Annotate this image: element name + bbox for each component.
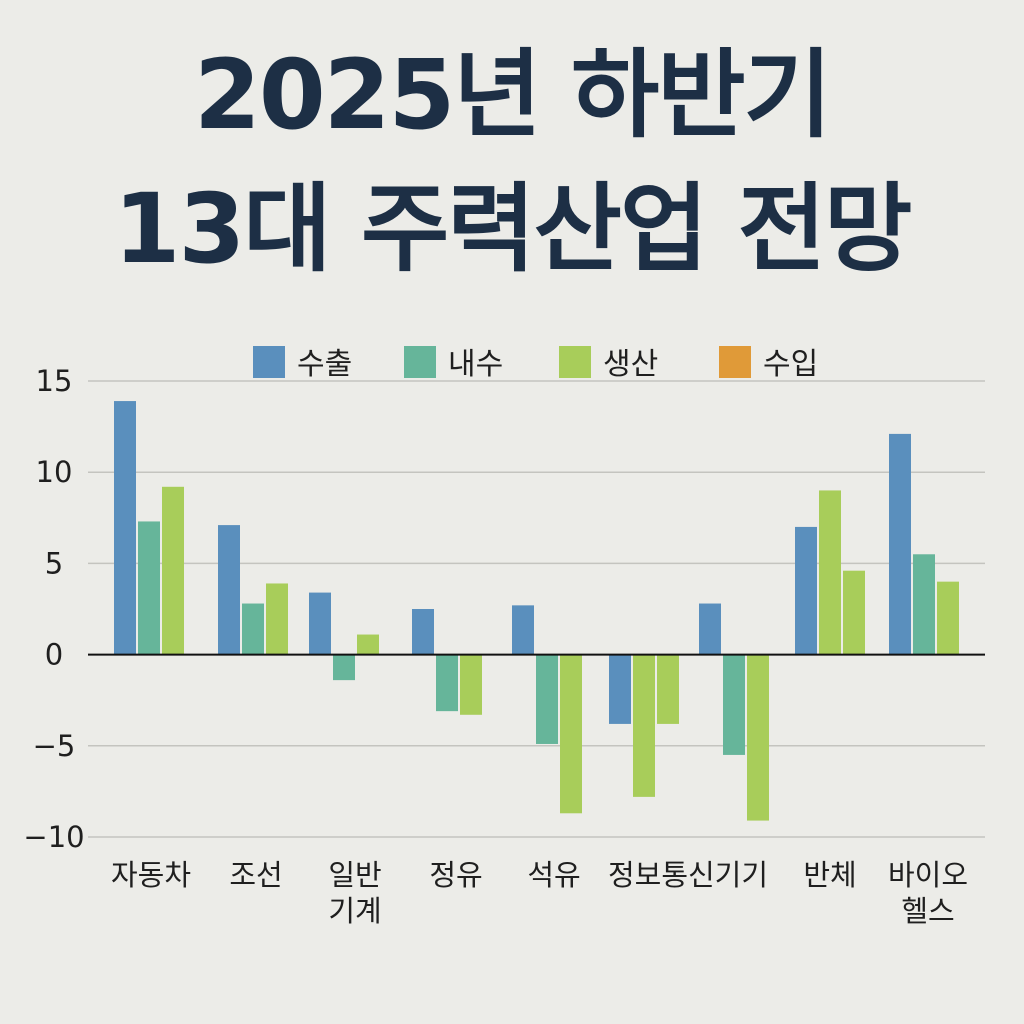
bar-수출	[512, 605, 534, 655]
bar-내수	[913, 554, 935, 655]
bar-내수	[436, 654, 458, 712]
legend-swatch	[559, 346, 591, 378]
bar-수출	[699, 603, 721, 655]
bar-생산	[266, 583, 288, 655]
chart-title-line-2: 13대 주력산업 전망	[113, 173, 913, 286]
y-tick-label: 10	[36, 455, 73, 489]
legend-swatch	[253, 346, 285, 378]
bar-생산	[747, 654, 769, 821]
legend-label: 수입	[763, 347, 818, 382]
chart-title-line-1: 2025년 하반기	[194, 39, 832, 151]
bar-생산	[843, 570, 865, 655]
category-label: 자동차	[111, 858, 191, 892]
bar-내수	[242, 603, 264, 655]
y-tick-label: 5	[45, 546, 63, 580]
category-label: 조선	[229, 858, 282, 892]
bar-수출	[889, 433, 911, 655]
bar-생산	[357, 634, 379, 655]
category-label: 일반	[328, 858, 381, 892]
bar-내수	[138, 521, 160, 655]
category-label: 정보통신기기	[608, 858, 768, 892]
bar-생산	[819, 490, 841, 655]
bar-생산	[937, 581, 959, 655]
category-label: 석유	[527, 858, 580, 892]
category-label: 헬스	[901, 894, 954, 928]
y-tick-label: 0	[45, 638, 63, 672]
category-label: 반체	[803, 858, 856, 892]
y-tick-label: −10	[23, 820, 84, 854]
legend-label: 수출	[297, 347, 352, 382]
chart-title: 2025년 하반기 13대 주력산업 전망	[0, 28, 1024, 297]
bar-수출	[114, 401, 136, 655]
bar-생산	[657, 654, 679, 724]
bar-생산	[460, 654, 482, 715]
legend: 수출 내수 생산 수입	[253, 346, 818, 382]
bar-수출	[609, 654, 631, 724]
legend-swatch	[404, 346, 436, 378]
y-tick-label: −5	[33, 729, 76, 763]
category-label: 정유	[429, 858, 482, 892]
y-tick-label: 15	[36, 364, 73, 398]
category-label: 기계	[328, 894, 381, 928]
legend-label: 생산	[603, 347, 658, 382]
bar-수출	[218, 525, 240, 655]
bar-생산	[162, 486, 184, 655]
legend-swatch	[719, 346, 751, 378]
y-axis-tick-labels: 15 10 5 0 −5 −10	[23, 364, 84, 854]
bar-내수	[536, 654, 558, 744]
bar-생산	[633, 654, 655, 797]
bar-수출	[795, 526, 817, 655]
bar-내수	[333, 654, 355, 681]
bar-생산	[560, 654, 582, 814]
legend-label: 내수	[448, 347, 503, 382]
category-label: 바이오	[888, 858, 968, 892]
bars	[114, 401, 959, 821]
bar-수출	[412, 609, 434, 655]
bar-내수	[723, 654, 745, 755]
bar-수출	[309, 592, 331, 655]
